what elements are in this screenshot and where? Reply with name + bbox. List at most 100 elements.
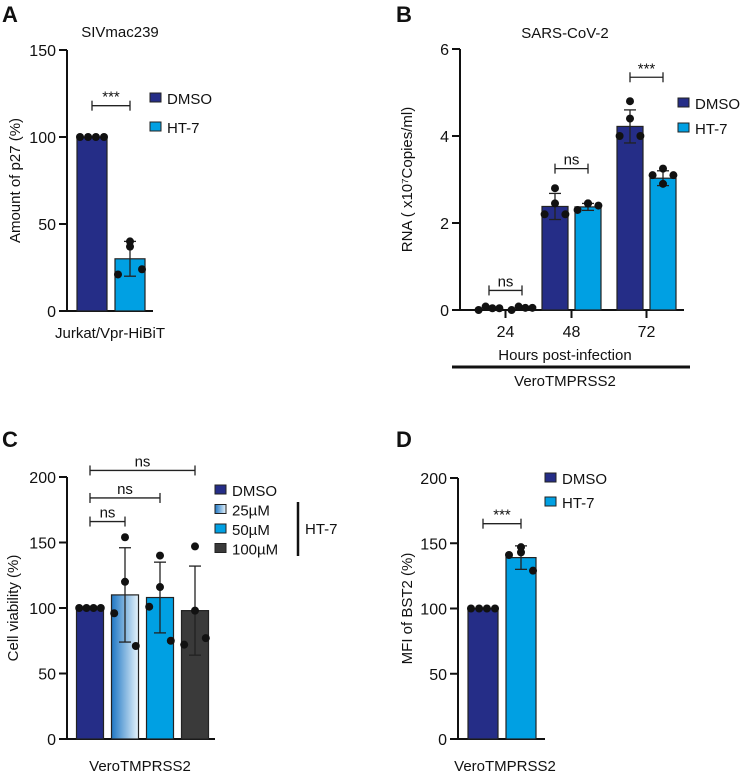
- significance-label: ns: [117, 481, 133, 498]
- y-tick-label: 150: [29, 536, 56, 553]
- data-point: [474, 306, 483, 314]
- legend-label: DMSO: [167, 91, 212, 108]
- data-point: [482, 604, 491, 613]
- data-point: [201, 634, 210, 643]
- x-tick-label: 24: [497, 324, 515, 341]
- data-point: [91, 133, 100, 141]
- data-point: [594, 201, 603, 210]
- legend-swatch: [214, 484, 227, 495]
- data-point: [75, 604, 84, 612]
- y-tick-label: 100: [420, 602, 447, 619]
- data-point: [505, 550, 513, 559]
- data-point: [528, 303, 537, 312]
- data-point: [110, 609, 119, 618]
- data-point: [84, 133, 93, 141]
- legend-swatch: [214, 523, 227, 534]
- bar-dmso: [616, 125, 644, 311]
- legend-swatch: [677, 97, 690, 108]
- y-tick-label: 100: [29, 130, 56, 147]
- data-point: [659, 164, 667, 173]
- data-point: [488, 304, 497, 313]
- data-point: [114, 270, 122, 279]
- data-point: [166, 636, 175, 645]
- data-point: [495, 304, 504, 313]
- data-point: [648, 171, 657, 180]
- data-point: [89, 604, 98, 612]
- legend-swatch: [544, 472, 557, 483]
- data-point: [100, 133, 108, 141]
- y-tick-label: 100: [29, 601, 56, 618]
- data-point: [96, 604, 105, 612]
- legend-group-label: HT-7: [305, 521, 338, 538]
- x-tick-label: 48: [563, 324, 581, 341]
- legend-label: 100µM: [232, 542, 278, 559]
- legend-label: DMSO: [695, 96, 740, 113]
- data-point: [475, 604, 484, 613]
- y-tick-label: 4: [440, 129, 449, 146]
- y-axis-label: RNA ( x10⁷Copies/ml): [399, 107, 416, 252]
- data-point: [659, 179, 667, 188]
- significance-label: ns: [100, 505, 116, 522]
- x-tick-label: 72: [638, 324, 656, 341]
- x-axis-label: VeroTMPRSS2: [89, 758, 191, 775]
- data-point: [636, 132, 645, 140]
- data-point: [138, 265, 146, 274]
- panel-c: C 0 50 100 150 200 Cell viability (%) VeroTMPRS…: [2, 427, 338, 775]
- x-axis-label: Jurkat/Vpr-HiBiT: [55, 325, 165, 342]
- legend-swatch: [214, 504, 227, 514]
- bar-dmso: [75, 607, 105, 740]
- data-point: [131, 641, 140, 650]
- bar-ht-7: [505, 557, 537, 740]
- panel-label: C: [2, 427, 18, 452]
- data-point: [529, 566, 537, 575]
- data-point: [180, 640, 189, 649]
- data-point: [521, 303, 530, 312]
- y-tick-label: 0: [47, 732, 56, 749]
- y-tick-label: 150: [29, 43, 56, 60]
- bar-dmso: [541, 205, 569, 311]
- data-point: [540, 210, 549, 219]
- y-tick-label: 200: [420, 471, 447, 488]
- panel-label: D: [396, 427, 412, 452]
- chart-title: SIVmac239: [81, 24, 159, 41]
- data-point: [507, 306, 516, 314]
- legend-swatch: [149, 121, 162, 132]
- legend-swatch: [214, 543, 227, 553]
- data-point: [551, 199, 559, 208]
- legend-label: DMSO: [562, 471, 607, 488]
- y-tick-label: 50: [38, 217, 56, 234]
- data-point: [551, 184, 559, 193]
- panel-a: A SIVmac239 0 50 100 150 Amount of p27 (%) Jurk…: [2, 2, 212, 342]
- data-point: [467, 604, 475, 613]
- y-tick-label: 150: [420, 536, 447, 553]
- y-tick-label: 0: [47, 304, 56, 321]
- legend-label: 50µM: [232, 522, 270, 539]
- legend-swatch: [677, 122, 690, 133]
- significance-label: ***: [102, 89, 120, 106]
- y-tick-label: 0: [440, 303, 449, 320]
- y-tick-label: 0: [438, 732, 447, 749]
- data-point: [491, 604, 499, 613]
- panel-label: B: [396, 2, 412, 27]
- y-axis-label: Cell viability (%): [5, 555, 22, 662]
- bar-dmso: [76, 136, 108, 312]
- significance-label: ns: [498, 273, 514, 290]
- x-axis-label: Hours post-infection: [498, 347, 631, 364]
- legend-label: HT-7: [167, 120, 200, 137]
- data-point: [561, 210, 570, 219]
- data-point: [481, 302, 490, 311]
- data-point: [626, 114, 634, 123]
- data-point: [615, 132, 624, 140]
- y-axis-label: Amount of p27 (%): [7, 118, 24, 243]
- legend-label: DMSO: [232, 483, 277, 500]
- legend-swatch: [544, 496, 557, 507]
- data-point: [82, 604, 91, 612]
- data-point: [514, 302, 523, 311]
- legend-label: HT-7: [695, 121, 728, 138]
- legend-label: 25µM: [232, 503, 270, 520]
- data-point: [145, 602, 154, 611]
- chart-title: SARS-CoV-2: [521, 25, 609, 42]
- data-point: [156, 551, 164, 560]
